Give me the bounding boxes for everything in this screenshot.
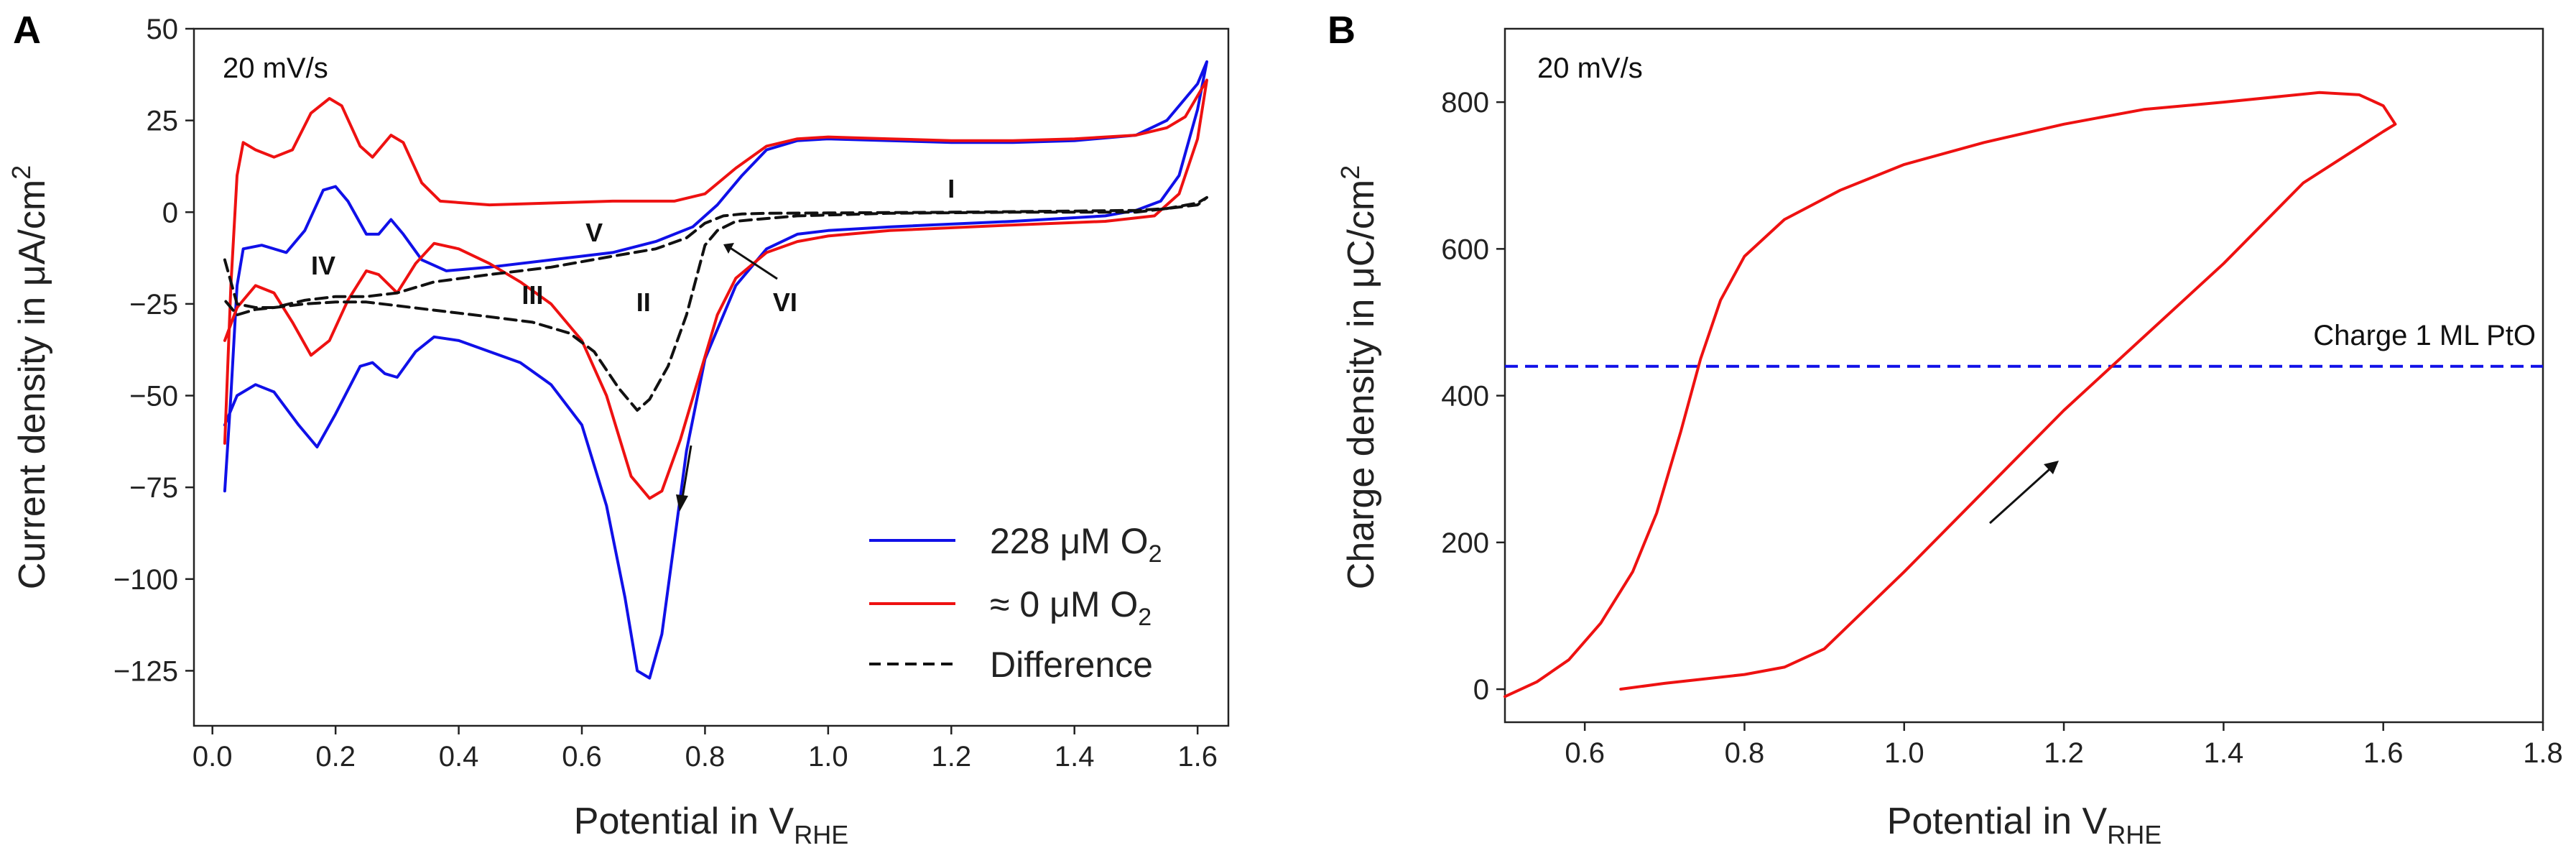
x-tick-label: 0.8 xyxy=(1725,737,1765,769)
panel-a: A 0.0 0.2 0.4 0.6 0.8 1.0 1.2 1.4 1.6 50 25 0 −25 −50… xyxy=(6,9,1230,849)
x-tick-label: 0.6 xyxy=(562,741,602,773)
y-tick-label: −100 xyxy=(113,564,178,596)
series-line-a-2 xyxy=(223,195,1208,412)
region-label-v: V xyxy=(585,218,603,247)
series-line-b-0 xyxy=(1504,91,2397,698)
y-tick-label: 25 xyxy=(147,106,179,137)
y-tick-label: 0 xyxy=(162,197,178,229)
y-tick-label: 50 xyxy=(147,14,179,45)
panel-b-scan-rate: 20 mV/s xyxy=(1537,52,1643,84)
sweep-direction-arrow xyxy=(676,445,692,512)
panel-b-ticks: 0.6 0.8 1.0 1.2 1.4 1.6 1.8 0 200 400 600 800 xyxy=(1441,87,2563,769)
panel-b-label: B xyxy=(1328,9,1356,52)
y-tick-label: 800 xyxy=(1441,87,1489,119)
panel-a-frame xyxy=(193,27,1230,727)
panel-b: B 0.6 0.8 1.0 1.2 1.4 1.6 1.8 0 200 400 600 800 20 … xyxy=(1328,9,2563,849)
panel-a-x-axis-label: Potential in VRHE xyxy=(574,801,848,849)
panel-a-ticks: 0.0 0.2 0.4 0.6 0.8 1.0 1.2 1.4 1.6 50 25 0 −25 −50 −7… xyxy=(113,14,1218,773)
x-tick-label: 1.2 xyxy=(2044,737,2084,769)
x-tick-label: 1.6 xyxy=(2363,737,2404,769)
panel-a-y-axis-label: Current density in μA/cm2 xyxy=(6,165,53,589)
region-label-vi: VI xyxy=(773,287,797,317)
legend-label-0uM: ≈ 0 μM O2 xyxy=(990,584,1152,631)
reference-line-label: Charge 1 ML PtO xyxy=(2313,320,2536,351)
y-tick-label: −125 xyxy=(113,655,178,687)
x-tick-label: 0.0 xyxy=(193,741,233,773)
panel-a-plot-area xyxy=(223,60,1208,680)
region-label-i: I xyxy=(948,174,955,203)
y-tick-label: 0 xyxy=(1473,674,1489,706)
panel-b-frame xyxy=(1504,27,2544,724)
y-tick-label: −75 xyxy=(129,472,178,504)
x-tick-label: 1.6 xyxy=(1177,741,1218,773)
x-tick-label: 0.6 xyxy=(1565,737,1605,769)
panel-b-y-axis-label: Charge density in μC/cm2 xyxy=(1335,165,1382,589)
panel-a-scan-rate: 20 mV/s xyxy=(223,52,328,84)
x-tick-label: 1.0 xyxy=(1884,737,1924,769)
charge-direction-arrow xyxy=(1988,461,2059,525)
x-tick-label: 1.4 xyxy=(1055,741,1095,773)
y-tick-label: −25 xyxy=(129,289,178,321)
series-line-a-1 xyxy=(223,78,1208,500)
x-tick-label: 0.2 xyxy=(315,741,356,773)
panel-a-label: A xyxy=(13,9,41,52)
region-label-iv: IV xyxy=(311,251,335,280)
region-vi-pointer-arrow xyxy=(723,243,778,280)
y-tick-label: 400 xyxy=(1441,381,1489,412)
y-tick-label: 200 xyxy=(1441,527,1489,559)
x-tick-label: 1.8 xyxy=(2523,737,2563,769)
region-label-ii: II xyxy=(636,287,651,317)
legend-label-228uM: 228 μM O2 xyxy=(990,521,1162,568)
y-tick-label: −50 xyxy=(129,381,178,412)
x-tick-label: 1.4 xyxy=(2204,737,2244,769)
x-tick-label: 0.8 xyxy=(685,741,726,773)
panel-b-x-axis-label: Potential in VRHE xyxy=(1887,801,2162,849)
panel-a-legend: 228 μM O2 ≈ 0 μM O2 Difference xyxy=(869,521,1162,685)
panel-b-plot-area xyxy=(1504,91,2543,698)
x-tick-label: 0.4 xyxy=(439,741,479,773)
x-tick-label: 1.0 xyxy=(808,741,848,773)
y-tick-label: 600 xyxy=(1441,234,1489,265)
region-label-iii: III xyxy=(522,280,543,310)
series-line-a-0 xyxy=(223,60,1208,680)
legend-label-difference: Difference xyxy=(990,645,1153,685)
x-tick-label: 1.2 xyxy=(931,741,971,773)
